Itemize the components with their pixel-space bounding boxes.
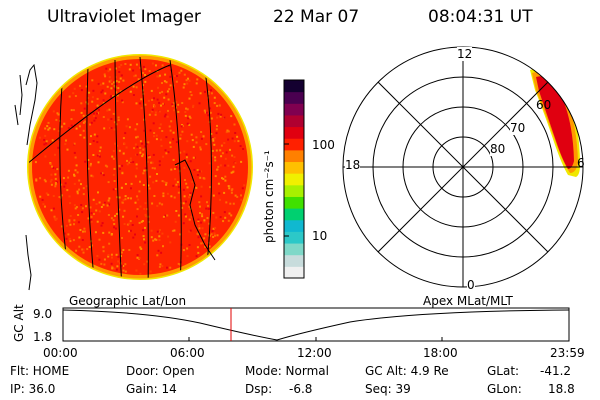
flight-status: Flt: HOME <box>10 364 70 378</box>
instrument-title: Ultraviolet Imager <box>47 7 201 27</box>
auroral-oval <box>530 69 580 177</box>
colorbar <box>283 79 305 279</box>
altitude-xtick-0000: 00:00 <box>43 346 78 360</box>
colorbar-band <box>284 149 304 163</box>
colorbar-band <box>284 219 304 232</box>
mlt-label-12: 12 <box>457 47 473 61</box>
altitude-plot-frame <box>62 307 570 342</box>
colorbar-band <box>284 266 304 279</box>
geographic-image <box>14 54 253 291</box>
altitude-xtick-0600: 06:00 <box>170 346 205 360</box>
colorbar-band <box>284 254 304 267</box>
colorbar-band <box>284 80 304 93</box>
colorbar-band <box>284 196 304 209</box>
colorbar-band <box>284 126 304 139</box>
colorbar-band <box>284 173 304 186</box>
mlt-label-0: 0 <box>467 278 475 292</box>
glat-label: GLat: <box>487 364 520 378</box>
altitude-plot <box>62 307 570 342</box>
mlt-label-6: 6 <box>577 156 585 170</box>
glon-label: GLon: <box>487 382 522 396</box>
gain-value: Gain: 14 <box>126 382 177 396</box>
altitude-xtick-2359: 23:59 <box>550 346 585 360</box>
mlat-label-80: 80 <box>490 142 506 156</box>
glat-value: -41.2 <box>540 364 572 378</box>
altitude-curve <box>62 309 570 341</box>
polar-plot <box>342 46 584 288</box>
door-status: Door: Open <box>126 364 195 378</box>
colorbar-tick-label-10: 10 <box>312 229 328 243</box>
dsp-label: Dsp: <box>245 382 273 396</box>
colorbar-unit-label: photon cm⁻²s⁻¹ <box>262 150 276 243</box>
colorbar-band <box>284 161 304 174</box>
colorbar-band <box>284 208 304 221</box>
gc-altitude: GC Alt: 4.9 Re <box>365 364 449 378</box>
mlt-label-18: 18 <box>345 158 361 172</box>
colorbar-band <box>284 243 304 256</box>
mode-value: Mode: Normal <box>245 364 329 378</box>
polar-grid <box>342 46 584 288</box>
colorbar-band <box>284 138 304 151</box>
dsp-value: -6.8 <box>289 382 313 396</box>
colorbar-band <box>284 114 304 128</box>
altitude-x-ticks <box>188 337 443 341</box>
date-label: 22 Mar 07 <box>273 7 360 27</box>
altitude-ylabel: GC Alt <box>12 304 26 342</box>
time-label: 08:04:31 UT <box>428 7 533 27</box>
mlat-label-60: 60 <box>536 98 552 112</box>
colorbar-band <box>284 103 304 116</box>
colorbar-band <box>284 184 304 197</box>
intensity-speckle <box>34 62 246 275</box>
colorbar-band <box>284 91 304 104</box>
mlat-label-70: 70 <box>510 121 526 135</box>
colorbar-gradient <box>284 80 304 279</box>
coastlines <box>14 63 216 291</box>
altitude-ytick-top: 9.0 <box>33 307 53 321</box>
right-panel-label: Apex MLat/MLT <box>423 294 513 308</box>
sequence-value: Seq: 39 <box>365 382 411 396</box>
colorbar-band <box>284 231 304 244</box>
colorbar-frame <box>283 79 305 279</box>
glon-value: 18.8 <box>548 382 575 396</box>
ip-value: IP: 36.0 <box>10 382 56 396</box>
altitude-xtick-1800: 18:00 <box>423 346 458 360</box>
colorbar-tick-label-100: 100 <box>312 138 335 152</box>
altitude-xtick-1200: 12:00 <box>297 346 332 360</box>
altitude-ytick-bottom: 1.8 <box>33 330 53 344</box>
left-panel-label: Geographic Lat/Lon <box>69 294 187 308</box>
